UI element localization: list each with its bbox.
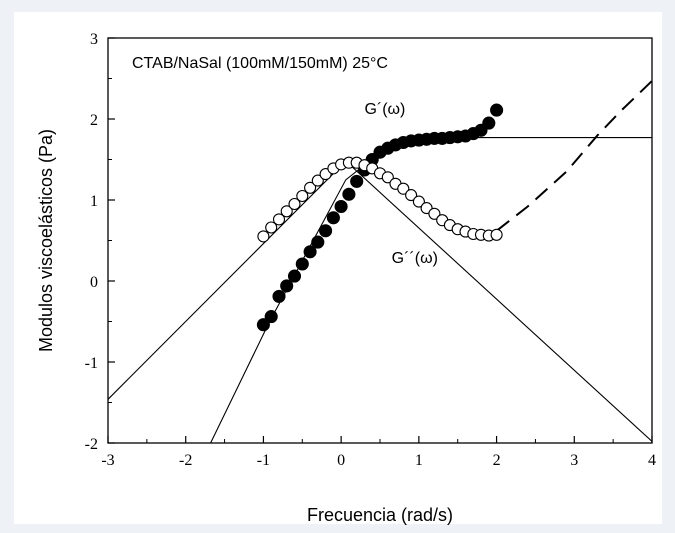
loss-modulus-point (296, 189, 309, 203)
loss-modulus-point (405, 189, 418, 202)
storage-modulus-point (326, 211, 340, 225)
storage-modulus-point (342, 187, 356, 201)
y-tick-label: 2 (90, 112, 98, 129)
y-tick-label: -1 (85, 355, 98, 372)
storage-modulus-point (272, 289, 286, 303)
loss-modulus-point (257, 230, 270, 243)
x-tick-label: 4 (648, 452, 656, 469)
x-tick-label: -3 (101, 452, 114, 469)
loss-modulus-point (280, 205, 293, 218)
y-tick-label: -2 (85, 436, 98, 453)
series-loss-modulus (257, 156, 503, 243)
loss-modulus-point (412, 195, 425, 208)
storage-modulus-point (287, 269, 302, 283)
loss-modulus-label: G´´(ω) (392, 250, 438, 267)
loss-modulus-point (490, 228, 503, 241)
x-tick-label: 1 (415, 452, 423, 469)
data-points (256, 103, 504, 332)
storage-modulus-point (264, 310, 278, 324)
loss-modulus-point (381, 171, 394, 184)
loss-modulus-point (304, 181, 317, 194)
plot-area-border (107, 37, 653, 444)
loss-modulus-point (272, 213, 286, 226)
storage-modulus-point (350, 174, 364, 188)
chart-annotation: CTAB/NaSal (100mM/150mM) 25°C (132, 55, 388, 72)
y-tick-label: 0 (90, 274, 98, 291)
storage-modulus-point (311, 235, 325, 249)
x-tick-label: 3 (570, 452, 578, 469)
storage-modulus-point (256, 318, 270, 332)
storage-modulus-point (334, 199, 348, 214)
loss-modulus-point (265, 221, 278, 234)
storage-modulus-point (482, 116, 496, 130)
storage-modulus-point (490, 103, 504, 117)
x-tick-label: 2 (493, 452, 501, 469)
y-axis-title: Modulos viscoelásticos (Pa) (36, 129, 56, 352)
x-tick-label: -2 (179, 452, 192, 469)
series-storage-modulus (256, 103, 504, 332)
chart-panel (14, 12, 662, 524)
reference-line-dashed (495, 80, 652, 232)
y-tick-label: 3 (90, 31, 98, 48)
loss-modulus-point (311, 174, 324, 187)
loss-modulus-point (397, 182, 410, 195)
loss-modulus-point (288, 197, 301, 211)
storage-modulus-point (280, 279, 294, 293)
reference-line-solid (108, 160, 652, 442)
storage-modulus-point (303, 245, 317, 259)
storage-modulus-label: G´(ω) (364, 101, 405, 118)
storage-modulus-point (319, 224, 333, 238)
x-tick-label: -1 (257, 452, 270, 469)
storage-modulus-point (295, 257, 309, 271)
y-tick-label: 1 (90, 193, 98, 210)
x-axis-title: Frecuencia (rad/s) (307, 505, 453, 525)
x-tick-label: 0 (337, 452, 345, 469)
reference-lines (108, 80, 652, 443)
loss-modulus-point (428, 207, 441, 220)
